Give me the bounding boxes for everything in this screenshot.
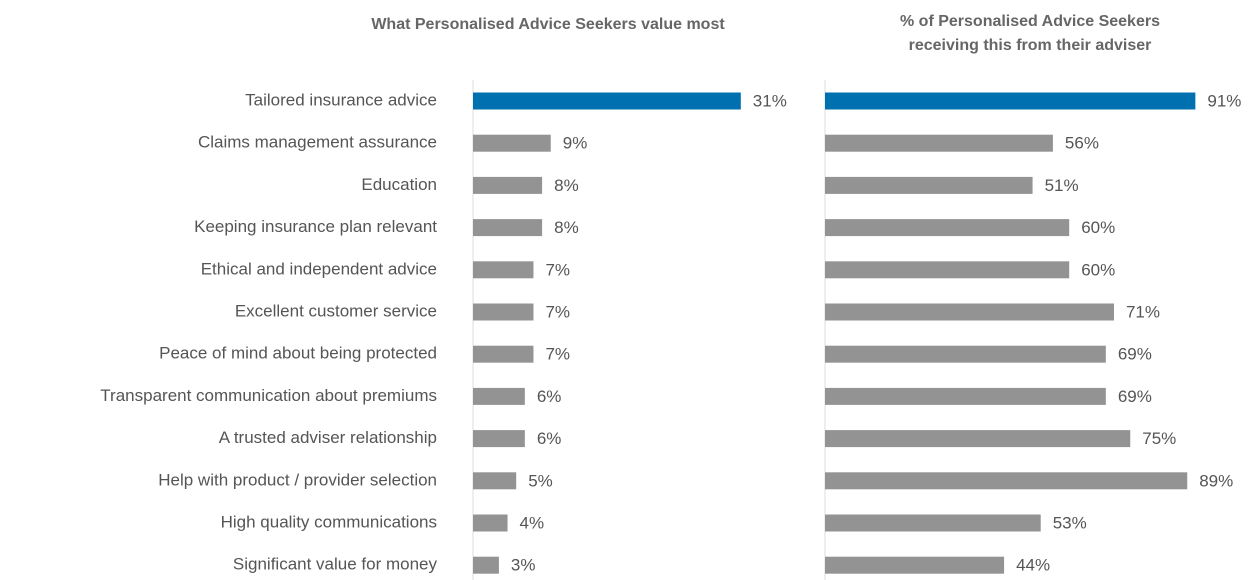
chart-title: What Personalised Advice Seekers value m… <box>371 16 725 33</box>
value-label: 44% <box>1016 556 1050 575</box>
value-label: 3% <box>511 556 536 575</box>
value-label: 5% <box>528 471 553 490</box>
category-label: Help with product / provider selection <box>158 470 437 489</box>
value-label: 6% <box>537 387 562 406</box>
bar <box>473 219 543 237</box>
value-label: 7% <box>545 302 570 321</box>
category-label: Education <box>361 175 437 194</box>
value-label: 7% <box>545 345 570 364</box>
value-label: 69% <box>1118 345 1152 364</box>
bar <box>825 219 1070 237</box>
bar <box>473 176 543 194</box>
value-label: 8% <box>554 218 579 237</box>
bar <box>473 514 508 532</box>
category-label: Excellent customer service <box>235 301 437 320</box>
value-label: 89% <box>1199 471 1233 490</box>
value-label: 4% <box>520 513 545 532</box>
category-label: Keeping insurance plan relevant <box>194 217 437 236</box>
category-label: Claims management assurance <box>198 133 437 152</box>
bar <box>825 514 1041 532</box>
bar <box>473 472 517 490</box>
bar <box>473 303 534 321</box>
bar <box>473 387 525 405</box>
bar <box>473 92 741 110</box>
category-label: High quality communications <box>221 512 437 531</box>
bar <box>825 556 1005 574</box>
value-label: 8% <box>554 176 579 195</box>
value-label: 9% <box>563 134 588 153</box>
category-label: Peace of mind about being protected <box>159 344 437 363</box>
bar <box>825 345 1106 363</box>
bar <box>473 430 525 448</box>
category-label: Significant value for money <box>233 555 438 574</box>
category-label: A trusted adviser relationship <box>219 428 437 447</box>
value-label: 56% <box>1065 134 1099 153</box>
value-label: 51% <box>1045 176 1079 195</box>
bar <box>473 556 499 574</box>
bar <box>473 134 551 152</box>
bar <box>473 345 534 363</box>
value-label: 6% <box>537 429 562 448</box>
category-label: Transparent communication about premiums <box>100 386 437 405</box>
value-label: 91% <box>1207 91 1241 110</box>
value-label: 71% <box>1126 302 1160 321</box>
bar <box>825 472 1188 490</box>
chart-title: receiving this from their adviser <box>909 37 1152 54</box>
category-label: Tailored insurance advice <box>245 90 437 109</box>
value-label: 75% <box>1142 429 1176 448</box>
value-label: 31% <box>753 91 787 110</box>
value-label: 69% <box>1118 387 1152 406</box>
chart-title: % of Personalised Advice Seekers <box>900 13 1160 30</box>
value-label: 60% <box>1081 218 1115 237</box>
bar <box>825 430 1131 448</box>
bar <box>825 261 1070 279</box>
bar <box>825 176 1033 194</box>
bar <box>825 134 1053 152</box>
bar <box>825 92 1196 110</box>
value-label: 53% <box>1053 513 1087 532</box>
bar <box>825 387 1106 405</box>
value-label: 60% <box>1081 260 1115 279</box>
bar <box>473 261 534 279</box>
category-label: Ethical and independent advice <box>201 259 437 278</box>
value-label: 7% <box>545 260 570 279</box>
bar <box>825 303 1114 321</box>
